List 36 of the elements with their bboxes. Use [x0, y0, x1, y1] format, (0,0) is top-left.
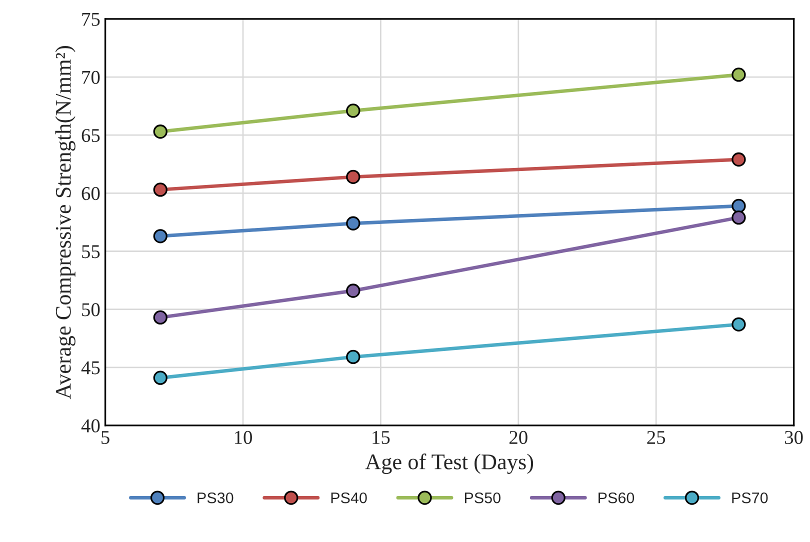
point	[346, 284, 360, 298]
point	[732, 68, 746, 82]
y-tick-label: 70	[82, 70, 100, 84]
x-tick-label: 10	[234, 430, 252, 444]
point	[153, 182, 168, 197]
y-tick-label: 40	[81, 419, 100, 432]
y-axis-title: Average Compressive Strength(N/mm²)	[55, 46, 76, 400]
legend-label: PS40	[331, 492, 367, 504]
x-tick-label: 15	[372, 430, 390, 444]
point	[732, 198, 746, 214]
y-tick-label: 60	[82, 187, 100, 200]
point	[732, 210, 746, 225]
point	[346, 104, 360, 118]
legend-label: PS60	[598, 492, 634, 504]
x-tick-label: 20	[510, 430, 528, 444]
point	[153, 229, 168, 244]
x-tick-label: 30	[785, 430, 803, 444]
legend-label: PS50	[464, 492, 500, 504]
point	[346, 170, 360, 184]
point	[346, 216, 360, 230]
y-tick-label: 55	[82, 245, 100, 258]
x-tick-label: 5	[102, 431, 110, 444]
legend-label: PS30	[198, 492, 234, 504]
point	[732, 152, 746, 167]
point	[153, 370, 168, 385]
x-axis-title: Age of Test (Days)	[365, 454, 534, 474]
point	[732, 317, 746, 332]
y-tick-label: 65	[82, 128, 100, 142]
legend-label: PS70	[732, 492, 768, 504]
point	[153, 124, 168, 139]
y-tick-label: 75	[82, 12, 100, 26]
point	[153, 310, 168, 325]
x-tick-label: 25	[647, 430, 666, 444]
point	[346, 350, 360, 364]
y-tick-label: 45	[81, 361, 100, 374]
y-tick-label: 50	[82, 303, 100, 316]
